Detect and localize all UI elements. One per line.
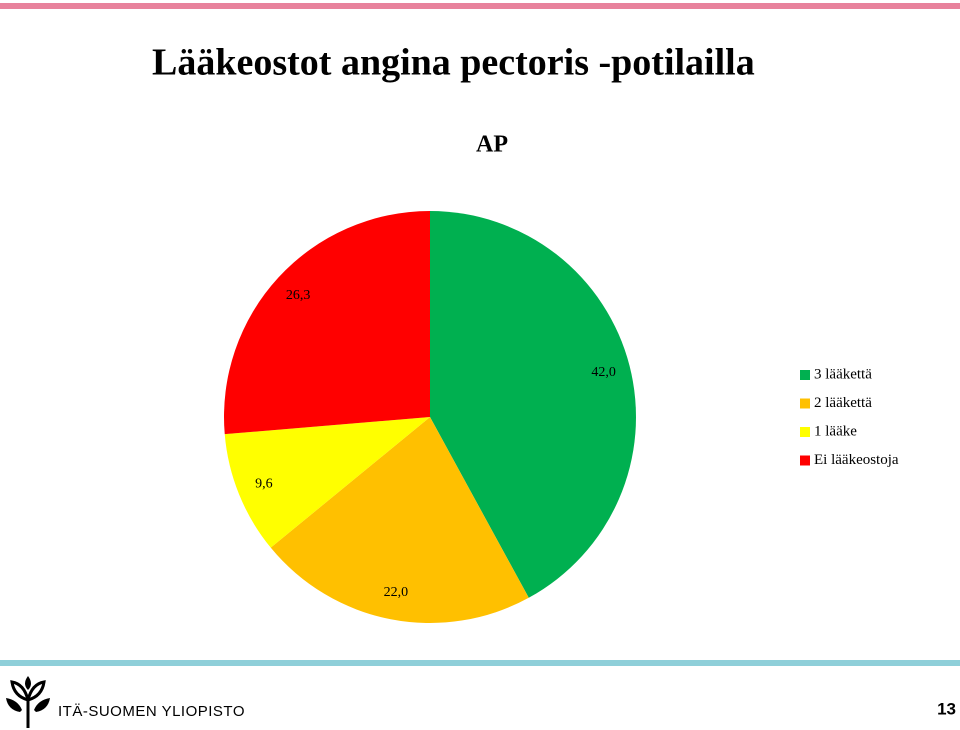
top-bar bbox=[0, 3, 960, 9]
bottom-bar bbox=[0, 660, 960, 666]
pie-slice bbox=[224, 211, 430, 435]
data-label: 9,6 bbox=[255, 477, 273, 492]
legend-swatch bbox=[800, 398, 810, 409]
data-label: 26,3 bbox=[286, 288, 311, 303]
pie-slice bbox=[430, 211, 637, 598]
slide-title: Lääkeostot angina pectoris -potilailla bbox=[152, 42, 755, 84]
footer-text: ITÄ-SUOMEN YLIOPISTO bbox=[58, 703, 245, 720]
page-number: 13 bbox=[937, 699, 956, 718]
chart-title: AP bbox=[476, 132, 508, 158]
legend-label: 2 lääkettä bbox=[814, 395, 872, 411]
legend-label: 3 lääkettä bbox=[814, 366, 872, 382]
legend-label: Ei lääkeostoja bbox=[814, 452, 899, 468]
legend-swatch bbox=[800, 370, 810, 380]
data-label: 42,0 bbox=[591, 365, 616, 380]
pie-slice bbox=[270, 417, 529, 623]
logo bbox=[6, 676, 50, 728]
legend-swatch bbox=[800, 427, 810, 437]
legend-swatch bbox=[800, 455, 810, 466]
pie-slice bbox=[224, 417, 430, 548]
legend-label: 1 lääke bbox=[814, 423, 857, 439]
data-label: 22,0 bbox=[384, 585, 409, 600]
